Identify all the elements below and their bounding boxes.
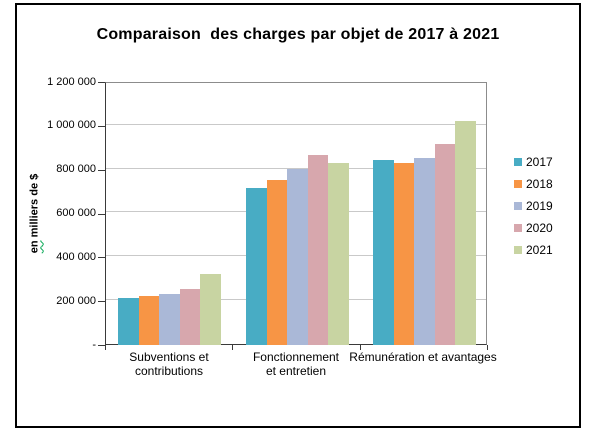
bar-group xyxy=(373,83,476,345)
x-axis-category-label: Fonctionnement et entretien xyxy=(221,350,371,378)
x-axis-tick xyxy=(360,345,361,350)
legend-swatch-2018 xyxy=(514,180,522,188)
legend-swatch-2017 xyxy=(514,158,522,166)
x-axis-tick xyxy=(105,345,106,350)
legend-item-2017[interactable]: 2017 xyxy=(514,156,553,168)
x-axis-category-label-line: contributions xyxy=(134,364,204,378)
gridline xyxy=(106,168,486,169)
bar-2020[interactable] xyxy=(307,155,329,345)
y-axis-tick xyxy=(98,345,105,346)
bar-2018[interactable] xyxy=(266,180,288,345)
legend-swatch-2020 xyxy=(514,224,522,232)
y-axis-tick xyxy=(98,257,105,258)
bar-2017[interactable] xyxy=(118,298,139,345)
bar-2020[interactable] xyxy=(434,144,456,345)
x-axis-tick xyxy=(232,345,233,350)
y-axis-tick xyxy=(98,214,105,215)
legend-label: 2017 xyxy=(526,155,553,169)
y-axis-tick xyxy=(98,301,105,302)
bar-2017[interactable] xyxy=(246,188,267,345)
y-axis-tick xyxy=(98,126,105,127)
legend-label: 2018 xyxy=(526,177,553,191)
y-axis-tick-label: 400 000 xyxy=(56,251,96,263)
bar-2021[interactable] xyxy=(328,163,349,345)
y-axis-tick-label: 200 000 xyxy=(56,295,96,307)
legend-label: 2019 xyxy=(526,199,553,213)
legend-item-2018[interactable]: 2018 xyxy=(514,178,553,190)
y-axis-tick-label: 1 000 000 xyxy=(47,119,96,131)
y-axis-tick xyxy=(98,82,105,83)
legend-item-2021[interactable]: 2021 xyxy=(514,244,553,256)
x-axis-category-label: Subventions et contributions xyxy=(94,350,244,378)
y-axis-tick-label: 1 200 000 xyxy=(47,76,96,88)
bar-2021[interactable] xyxy=(455,121,476,345)
y-axis-tick-label: - xyxy=(92,339,96,351)
bar-2018[interactable] xyxy=(138,296,160,345)
bar-2019[interactable] xyxy=(159,294,180,345)
x-axis-tick xyxy=(487,345,488,350)
bar-2021[interactable] xyxy=(200,274,221,345)
legend-item-2019[interactable]: 2019 xyxy=(514,200,553,212)
bar-2020[interactable] xyxy=(179,289,201,345)
gridline xyxy=(106,124,486,125)
chart-title: Comparaison des charges par objet de 201… xyxy=(96,26,500,43)
bar-2019[interactable] xyxy=(414,158,435,345)
bar-2019[interactable] xyxy=(287,169,308,345)
bar-2017[interactable] xyxy=(373,160,394,345)
plot-area xyxy=(105,82,487,345)
legend-swatch-2019 xyxy=(514,202,522,210)
bar-group xyxy=(246,83,349,345)
x-axis-category-label-line: Subventions et xyxy=(129,350,209,364)
y-axis-tick-label: 600 000 xyxy=(56,207,96,219)
legend-label: 2020 xyxy=(526,221,553,235)
x-axis-category-label-line: et entretien xyxy=(265,364,327,378)
legend: 2017 2018 2019 2020 2021 xyxy=(514,156,553,266)
x-axis-category-label: Rémunération et avantages xyxy=(348,350,498,364)
legend-item-2020[interactable]: 2020 xyxy=(514,222,553,234)
x-axis-category-label-line: Fonctionnement xyxy=(252,350,340,364)
y-axis-tick-label: 800 000 xyxy=(56,163,96,175)
bar-group xyxy=(118,83,221,345)
legend-label: 2021 xyxy=(526,243,553,257)
legend-swatch-2021 xyxy=(514,246,522,254)
x-axis-category-label-line: Rémunération et avantages xyxy=(349,350,497,364)
y-axis-tick xyxy=(98,170,105,171)
bar-2018[interactable] xyxy=(393,163,415,345)
